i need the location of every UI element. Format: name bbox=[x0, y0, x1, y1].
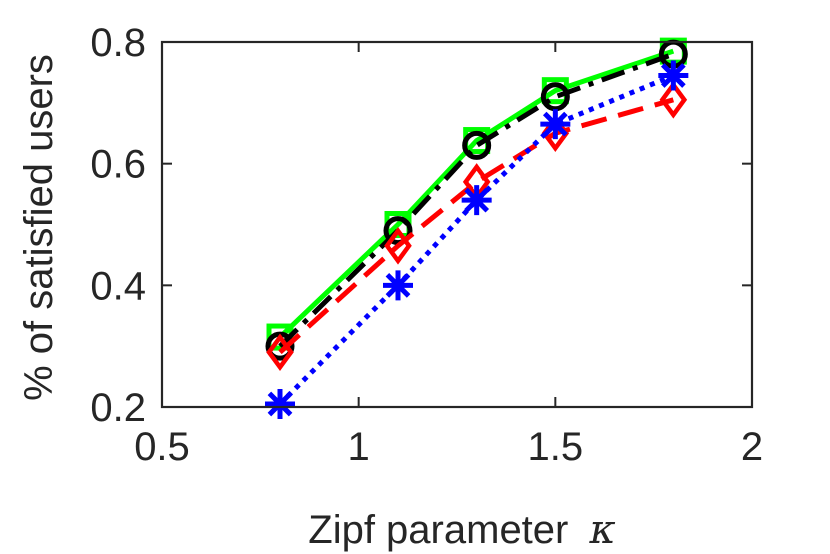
y-tick-label: 0.4 bbox=[90, 264, 146, 308]
series-line-blue-asterisk-dotted bbox=[278, 73, 675, 406]
data-point-blue-asterisk-dotted bbox=[540, 109, 571, 140]
data-point-red-diamond-dashed bbox=[659, 80, 688, 119]
y-axis-label: % of satisfied users bbox=[17, 54, 61, 401]
x-tick-label: 1 bbox=[348, 425, 370, 469]
series-line-red-diamond-dashed bbox=[278, 97, 675, 355]
x-axis-label: Zipf parameter κ bbox=[308, 507, 615, 553]
y-tick-label: 0.8 bbox=[90, 21, 146, 65]
series-line-green-square-solid bbox=[278, 48, 675, 339]
y-tick-label: 0.6 bbox=[90, 143, 146, 187]
data-point-blue-asterisk-dotted bbox=[265, 388, 295, 419]
series-line-black-circle-dashdot bbox=[278, 51, 675, 348]
x-axis-label-text: Zipf parameter bbox=[308, 508, 568, 552]
data-point-red-diamond-dashed bbox=[384, 226, 412, 265]
x-tick-label: 2 bbox=[741, 425, 763, 469]
x-axis-label-symbol: κ bbox=[589, 507, 616, 553]
data-point-blue-asterisk-dotted bbox=[383, 270, 413, 301]
y-tick-label: 0.2 bbox=[90, 386, 146, 430]
x-tick-label: 1.5 bbox=[528, 425, 584, 469]
data-point-blue-asterisk-dotted bbox=[658, 60, 689, 91]
x-tick-label: 0.5 bbox=[134, 425, 190, 469]
data-point-blue-asterisk-dotted bbox=[461, 185, 492, 216]
axes-box bbox=[160, 40, 754, 409]
tick-group: 0.5 1 1.5 2 0.2 0.4 0.6 0.8 bbox=[90, 21, 763, 469]
data-point-red-diamond-dashed bbox=[266, 333, 294, 372]
data-point-black-circle-dashdot bbox=[462, 130, 492, 160]
data-point-black-circle-dashdot bbox=[540, 82, 570, 112]
plot-series-group bbox=[265, 37, 689, 419]
